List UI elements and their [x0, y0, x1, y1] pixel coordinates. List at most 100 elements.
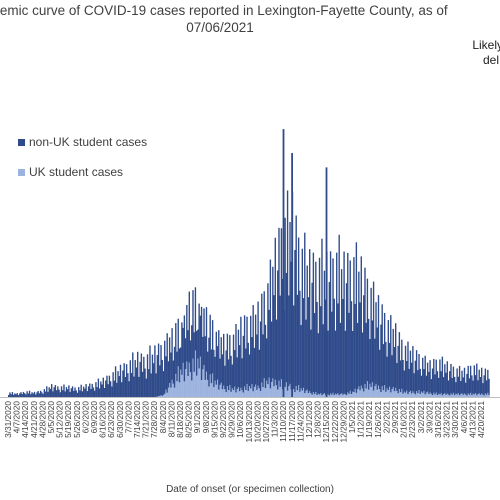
uk-daily-bar [165, 389, 167, 397]
nonuk-daily-bar [306, 265, 308, 390]
legend-label-nonuk: non-UK student cases [29, 135, 148, 149]
x-tick-label: 1/19/2021 [364, 401, 374, 438]
uk-daily-bar [422, 392, 424, 397]
uk-daily-bar [413, 392, 415, 397]
nonuk-daily-bar [152, 363, 155, 398]
nonuk-daily-bar [284, 217, 286, 387]
nonuk-daily-bar [95, 382, 97, 397]
uk-daily-bar [197, 358, 199, 397]
x-tick-label: 9/8/2020 [201, 401, 211, 434]
uk-daily-bar [263, 378, 265, 397]
nonuk-daily-bar [422, 357, 424, 393]
nonuk-daily-bar [97, 378, 100, 397]
nonuk-daily-bar [101, 384, 103, 397]
uk-daily-bar [322, 393, 324, 397]
nonuk-daily-bar [133, 376, 135, 397]
x-tick-label: 6/23/2020 [106, 401, 116, 438]
uk-daily-bar [161, 395, 163, 397]
uk-daily-bar [449, 395, 451, 397]
uk-daily-bar [295, 386, 297, 397]
nonuk-daily-bar [240, 316, 242, 388]
nonuk-daily-bar [161, 359, 163, 396]
nonuk-daily-bar [235, 324, 237, 393]
uk-daily-bar [402, 393, 404, 397]
x-tick-label: 7/28/2020 [149, 401, 159, 438]
nonuk-daily-bar [58, 389, 60, 397]
uk-daily-bar [192, 358, 194, 397]
uk-daily-bar [236, 388, 238, 397]
nonuk-daily-bar [300, 325, 302, 389]
nonuk-daily-bar [311, 282, 313, 395]
nonuk-daily-bar [119, 364, 122, 397]
nonuk-daily-bar [428, 371, 430, 395]
nonuk-daily-bar [317, 333, 319, 394]
nonuk-daily-bar [380, 324, 382, 393]
uk-daily-bar [285, 382, 288, 397]
nonuk-daily-bar [157, 343, 160, 396]
nonuk-daily-bar [468, 378, 471, 395]
nonuk-daily-bar [225, 350, 227, 393]
nonuk-daily-bar [347, 252, 349, 393]
uk-daily-bar [433, 392, 435, 397]
uk-daily-bar [452, 392, 455, 397]
nonuk-daily-bar [145, 378, 147, 397]
uk-daily-bar [280, 379, 283, 397]
nonuk-daily-bar [251, 337, 253, 385]
nonuk-daily-bar [410, 362, 413, 394]
uk-series-bars [155, 350, 490, 398]
nonuk-daily-bar [315, 261, 317, 393]
x-tick-label: 6/2/2020 [80, 401, 90, 434]
nonuk-daily-bar [81, 391, 84, 397]
nonuk-daily-bar [336, 252, 338, 395]
chart-title: demic curve of COVID-19 cases reported i… [0, 2, 500, 36]
x-tick-label: 12/22/2020 [330, 401, 340, 443]
nonuk-daily-bar [198, 303, 200, 369]
uk-daily-bar [234, 386, 236, 397]
uk-daily-bar [481, 393, 483, 397]
nonuk-daily-bar [213, 349, 215, 388]
nonuk-daily-bar [262, 334, 264, 388]
uk-daily-bar [398, 388, 401, 397]
uk-daily-bar [221, 389, 224, 397]
annotation-line1: Likely t [472, 38, 500, 52]
x-tick-label: 3/16/2021 [433, 401, 443, 438]
uk-daily-bar [441, 395, 444, 397]
x-tick-label: 7/21/2020 [141, 401, 151, 438]
x-tick-label: 4/20/2021 [476, 401, 486, 438]
uk-daily-bar [442, 393, 445, 397]
uk-daily-bar [219, 384, 221, 397]
x-tick-label: 8/11/2020 [166, 401, 176, 438]
nonuk-daily-bar [401, 339, 403, 389]
peak-bar [282, 129, 285, 397]
uk-daily-bar [395, 387, 397, 397]
nonuk-daily-bar [91, 383, 93, 397]
nonuk-daily-bar [94, 390, 96, 397]
uk-daily-bar [223, 385, 225, 397]
nonuk-daily-bar [125, 364, 128, 397]
uk-daily-bar [268, 377, 270, 397]
uk-daily-bar [225, 392, 227, 397]
nonuk-daily-bar [420, 375, 423, 392]
nonuk-daily-bar [47, 391, 49, 397]
uk-daily-bar [269, 388, 272, 397]
nonuk-daily-bar [385, 341, 387, 392]
nonuk-daily-bar [204, 336, 206, 380]
legend-label-uk: UK student cases [29, 165, 124, 179]
nonuk-daily-bar [150, 373, 152, 397]
nonuk-daily-bar [75, 390, 77, 397]
nonuk-daily-bar [462, 377, 464, 395]
uk-daily-bar [487, 392, 489, 397]
uk-daily-bar [466, 395, 468, 397]
nonuk-daily-bar [141, 371, 144, 397]
nonuk-daily-bar [193, 332, 195, 372]
uk-daily-bar [474, 393, 477, 397]
uk-daily-bar [471, 395, 473, 397]
nonuk-daily-bar [20, 392, 22, 397]
nonuk-daily-bar [386, 356, 388, 389]
uk-daily-bar [334, 393, 337, 397]
nonuk-daily-bar [71, 386, 74, 397]
nonuk-daily-bar [69, 391, 71, 397]
x-tick-label: 8/4/2020 [158, 401, 168, 434]
x-tick-label: 11/24/2020 [295, 401, 305, 442]
